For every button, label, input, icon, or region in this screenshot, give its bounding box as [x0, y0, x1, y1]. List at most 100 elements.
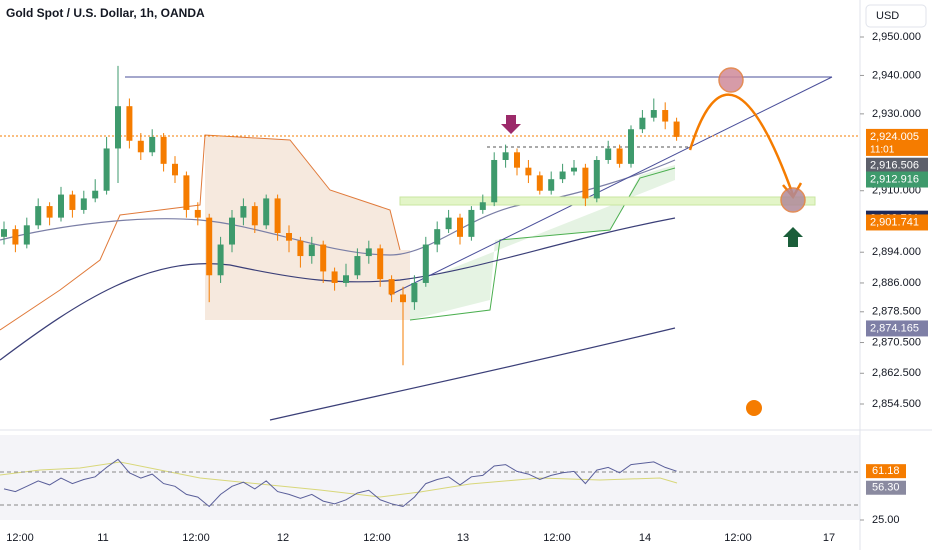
- currency-label[interactable]: USD: [876, 10, 899, 22]
- price-label-box: [866, 320, 928, 337]
- y-tick-label: 2,870.500: [872, 336, 921, 348]
- trend-line: [389, 76, 833, 296]
- candle-body: [115, 106, 121, 149]
- candle-body: [639, 117, 646, 130]
- rsi-line: [3, 458, 677, 508]
- down-arrow: [501, 115, 521, 134]
- rsi-pane: [0, 435, 860, 520]
- event-icon: [746, 400, 762, 416]
- candle-body: [365, 248, 372, 257]
- price-label: 2,924.005: [870, 131, 919, 143]
- x-tick-label: 12:00: [6, 532, 34, 544]
- chart-title: Gold Spot / U.S. Dollar, 1h, OANDA: [6, 6, 205, 20]
- forecast-arc: [688, 93, 795, 196]
- candle-body: [434, 229, 441, 245]
- y-tick-label: 2,886.000: [872, 277, 921, 289]
- candle-body: [183, 175, 190, 210]
- candle-body: [69, 194, 76, 210]
- up-arrow: [783, 227, 803, 247]
- candle-body: [445, 217, 452, 230]
- rsi-label-box: [866, 480, 906, 495]
- price-label-box: [866, 171, 928, 188]
- candle-body: [103, 148, 110, 191]
- x-tick-label: 12:00: [543, 532, 571, 544]
- target-circle: [780, 187, 806, 213]
- currency-button[interactable]: [865, 4, 927, 28]
- candle-body: [229, 217, 235, 245]
- y-tick-label: 2,894.000: [872, 246, 921, 258]
- candle-body: [286, 233, 292, 241]
- x-tick-label: 12:00: [363, 532, 391, 544]
- candle-body: [377, 248, 384, 280]
- band-line: [409, 167, 676, 321]
- y-tick-label: 2,862.500: [872, 367, 921, 379]
- ma-line: [0, 217, 676, 361]
- candle-body: [457, 217, 463, 237]
- x-tick-label: 12:00: [724, 532, 752, 544]
- candle-body: [217, 244, 224, 276]
- countdown-box: [866, 143, 928, 156]
- candle-body: [1, 229, 7, 237]
- support-zone: [399, 196, 816, 206]
- price-label: 2,874.165: [870, 322, 919, 334]
- candle-body: [536, 175, 543, 191]
- candle-body: [662, 110, 669, 122]
- cloud-fill-green: [410, 165, 675, 320]
- rsi-ma-line: [0, 461, 678, 498]
- price-label-box: [866, 128, 928, 145]
- candle-body: [650, 110, 657, 118]
- band-line: [0, 134, 401, 331]
- x-tick-label: 12: [277, 532, 289, 544]
- candle-body: [23, 225, 30, 245]
- y-tick-label: 2,910.000: [872, 185, 921, 197]
- candle-body: [12, 229, 19, 245]
- x-tick-label: 14: [639, 532, 651, 544]
- candle-body: [80, 198, 87, 210]
- y-tick-label: 2,854.500: [872, 398, 921, 410]
- price-label-box: [866, 157, 928, 174]
- rsi-label: 61.18: [872, 465, 900, 477]
- candle-body: [422, 244, 429, 283]
- target-circle: [718, 67, 744, 93]
- candle-body: [92, 190, 99, 199]
- x-tick-label: 12:00: [182, 532, 210, 544]
- candle-body: [479, 202, 486, 210]
- candle-body: [126, 106, 133, 141]
- price-label: 2,901.741: [870, 216, 919, 228]
- candle-body: [628, 129, 634, 164]
- candle-body: [593, 159, 600, 199]
- candle-body: [571, 167, 577, 172]
- candle-body: [502, 152, 509, 160]
- candle-body: [206, 217, 213, 276]
- x-tick-label: 11: [97, 532, 108, 544]
- candle-body: [388, 279, 395, 295]
- y-tick-label: 2,940.000: [872, 69, 921, 81]
- candle-body: [274, 198, 281, 234]
- candle-body: [673, 121, 680, 137]
- price-label-box: [866, 214, 928, 231]
- candle-body: [343, 275, 349, 283]
- candle-body: [525, 167, 532, 176]
- candle-body: [240, 206, 247, 218]
- candle-body: [297, 240, 304, 257]
- candle-body: [160, 136, 167, 164]
- candle-body: [331, 271, 338, 283]
- candle-body: [172, 163, 178, 176]
- rsi-tick-label: 25.00: [872, 514, 900, 526]
- candle-body: [46, 206, 53, 218]
- candle-body: [548, 179, 555, 191]
- candle-body: [616, 148, 623, 164]
- candle-body: [582, 167, 589, 199]
- y-tick-label: 2,950.000: [872, 31, 921, 43]
- countdown: 11:01: [870, 145, 895, 156]
- candle-body: [263, 198, 270, 226]
- candle-body: [400, 294, 406, 303]
- candle-body: [320, 244, 327, 272]
- price-label: 2,916.506: [870, 160, 919, 172]
- candle-body: [35, 206, 42, 226]
- plot-area: [0, 0, 860, 420]
- candle-body: [194, 209, 201, 218]
- rsi-label: 56.30: [872, 482, 900, 494]
- rsi-label-box: [866, 464, 906, 479]
